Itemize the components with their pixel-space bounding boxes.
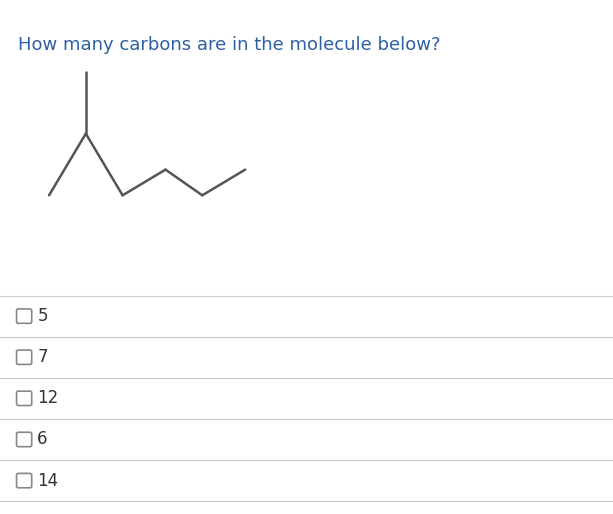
- Text: 14: 14: [37, 471, 58, 490]
- FancyBboxPatch shape: [17, 309, 32, 323]
- FancyBboxPatch shape: [17, 391, 32, 406]
- Text: 12: 12: [37, 389, 58, 408]
- FancyBboxPatch shape: [17, 473, 32, 488]
- Text: 5: 5: [37, 307, 48, 325]
- FancyBboxPatch shape: [17, 432, 32, 447]
- FancyBboxPatch shape: [17, 350, 32, 364]
- Text: 6: 6: [37, 430, 48, 449]
- Text: How many carbons are in the molecule below?: How many carbons are in the molecule bel…: [18, 36, 441, 54]
- Text: 7: 7: [37, 348, 48, 366]
